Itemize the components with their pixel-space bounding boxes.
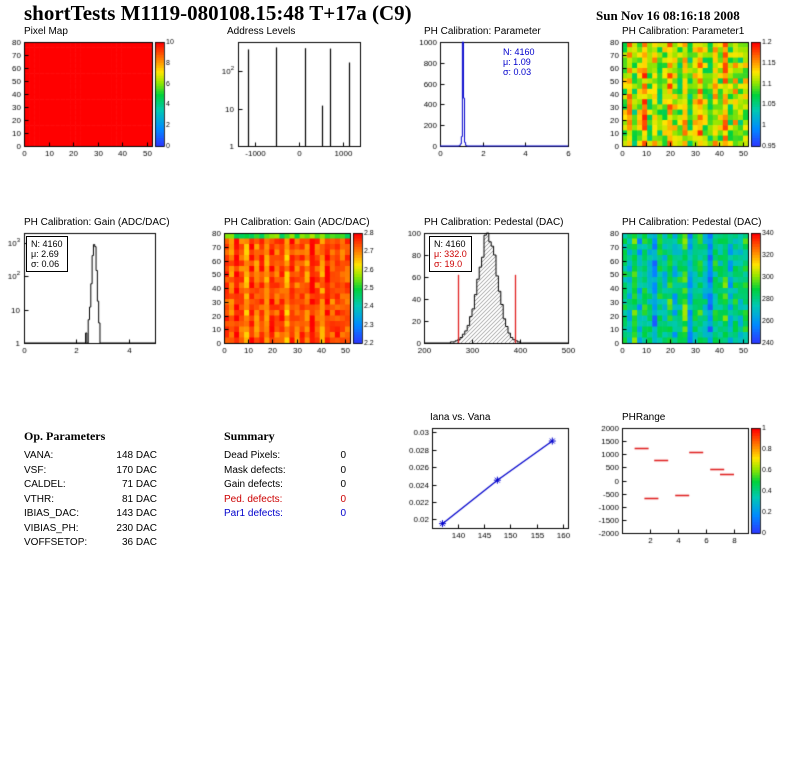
summary-value: 0 <box>340 464 346 476</box>
chart-title-iana-vs-vana: Iana vs. Vana <box>430 412 491 423</box>
summary-label: Ped. defects: <box>224 493 283 505</box>
chart-title-pixel-map: Pixel Map <box>24 26 68 37</box>
chart-title-pedestal-hist: PH Calibration: Pedestal (DAC) <box>424 217 564 228</box>
parameter-value: 71 DAC <box>121 479 157 490</box>
summary-row: Dead Pixels: 0 <box>224 450 346 465</box>
op-parameters-block: Op. Parameters VANA: 148 DAC VSF: 170 DA… <box>24 429 164 552</box>
parameter-value: 143 DAC <box>116 508 157 519</box>
summary-rows: Dead Pixels: 0 Mask defects: 0 Gain defe… <box>224 450 346 523</box>
chart-title-ph-parameter: PH Calibration: Parameter <box>424 26 541 37</box>
stat-entries: N: 4160 <box>503 47 535 57</box>
chart-title-phrange: PHRange <box>622 412 666 423</box>
pedestal-stats: N: 4160 μ: 332.0 σ: 19.0 <box>429 236 472 272</box>
stat-mean: μ: 1.09 <box>503 57 531 67</box>
chart-title-pedestal-map: PH Calibration: Pedestal (DAC) <box>622 217 762 228</box>
parameter-label: VSF: <box>24 464 47 476</box>
parameter-row: VANA: 148 DAC <box>24 450 157 465</box>
parameter-label: CALDEL: <box>24 479 66 490</box>
timestamp: Sun Nov 16 08:16:18 2008 <box>596 8 740 23</box>
parameter-value: 170 DAC <box>116 464 157 476</box>
summary-value: 0 <box>340 493 346 505</box>
parameter-label: VOFFSETOP: <box>24 537 88 548</box>
parameter-value: 148 DAC <box>116 450 157 461</box>
parameter-value: 230 DAC <box>116 522 157 534</box>
stat-sigma: σ: 0.06 <box>31 259 60 269</box>
parameter-stats: N: 4160 μ: 1.09 σ: 0.03 <box>503 47 535 77</box>
summary-label: Gain defects: <box>224 479 283 490</box>
summary-row: Par1 defects: 0 <box>224 508 346 523</box>
stat-entries: N: 4160 <box>434 239 466 249</box>
op-parameters-heading: Op. Parameters <box>24 429 106 443</box>
gain-stats: N: 4160 μ: 2.69 σ: 0.06 <box>26 236 68 272</box>
stat-mean: μ: 2.69 <box>31 249 59 259</box>
parameter-label: VANA: <box>24 450 54 461</box>
summary-block: Summary Dead Pixels: 0 Mask defects: 0 G… <box>224 429 354 523</box>
parameter-label: IBIAS_DAC: <box>24 508 80 519</box>
summary-value: 0 <box>340 508 346 519</box>
parameter-row: VIBIAS_PH: 230 DAC <box>24 523 157 538</box>
parameter-label: VIBIAS_PH: <box>24 522 79 534</box>
summary-heading: Summary <box>224 429 275 443</box>
summary-row: Mask defects: 0 <box>224 465 346 480</box>
parameter-row: VOFFSETOP: 36 DAC <box>24 537 157 552</box>
stat-sigma: σ: 0.03 <box>503 67 532 77</box>
parameter-row: VSF: 170 DAC <box>24 465 157 480</box>
parameter-row: CALDEL: 71 DAC <box>24 479 157 494</box>
parameter-row: IBIAS_DAC: 143 DAC <box>24 508 157 523</box>
parameter-label: VTHR: <box>24 493 54 505</box>
stat-sigma: σ: 19.0 <box>434 259 463 269</box>
chart-title-gain-hist: PH Calibration: Gain (ADC/DAC) <box>24 217 170 228</box>
chart-title-ph-parameter1: PH Calibration: Parameter1 <box>622 26 745 37</box>
chart-title-address-levels: Address Levels <box>227 26 296 37</box>
summary-value: 0 <box>340 450 346 461</box>
summary-value: 0 <box>340 479 346 490</box>
summary-row: Ped. defects: 0 <box>224 494 346 509</box>
stat-entries: N: 4160 <box>31 239 63 249</box>
op-parameters-rows: VANA: 148 DAC VSF: 170 DAC CALDEL: 71 DA… <box>24 450 157 552</box>
summary-label: Dead Pixels: <box>224 450 281 461</box>
summary-label: Par1 defects: <box>224 508 283 519</box>
parameter-row: VTHR: 81 DAC <box>24 494 157 509</box>
stat-mean: μ: 332.0 <box>434 249 467 259</box>
summary-label: Mask defects: <box>224 464 286 476</box>
parameter-value: 36 DAC <box>121 537 157 548</box>
summary-row: Gain defects: 0 <box>224 479 346 494</box>
page-title: shortTests M1119-080108.15:48 T+17a (C9) <box>24 1 412 25</box>
chart-title-gain-map: PH Calibration: Gain (ADC/DAC) <box>224 217 370 228</box>
parameter-value: 81 DAC <box>121 493 157 505</box>
